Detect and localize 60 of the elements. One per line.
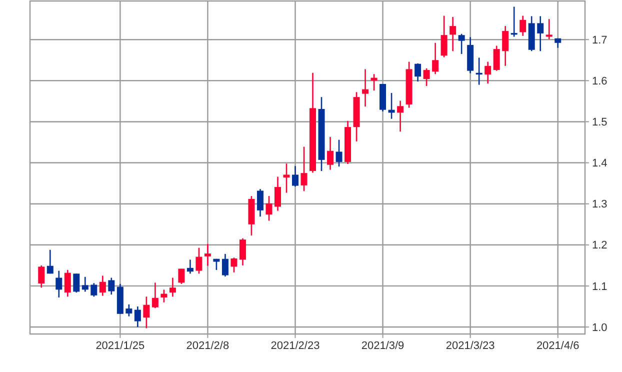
y-tick-label: 1.6 (592, 76, 608, 88)
candlestick (362, 68, 369, 108)
candlestick (414, 62, 422, 82)
candlestick (432, 42, 439, 75)
candlestick (38, 264, 45, 288)
candlestick (230, 256, 238, 274)
candlestick (152, 282, 158, 309)
candlestick (134, 306, 141, 328)
candlestick (73, 272, 80, 294)
candlestick (397, 100, 404, 132)
candlestick (458, 33, 465, 55)
candlestick (160, 289, 168, 304)
candlestick (283, 162, 290, 194)
x-tick-label: 2021/3/9 (361, 340, 404, 352)
candlestick (292, 165, 298, 188)
candlestick (64, 269, 71, 298)
y-tick-label: 1.5 (592, 116, 608, 129)
candlestick (99, 275, 106, 296)
candlestick (484, 61, 492, 84)
x-tick-label: 2021/4/6 (536, 340, 580, 352)
y-tick-label: 1.3 (592, 198, 608, 211)
candlestick (327, 136, 334, 170)
candlestick (274, 176, 281, 212)
y-tick-label: 1.1 (592, 280, 608, 293)
candlestick (222, 253, 228, 278)
x-tick-label: 2021/1/25 (96, 340, 145, 352)
candlestick (56, 270, 62, 298)
candlestick (178, 268, 185, 285)
candlestick (510, 6, 518, 38)
candlestick (493, 45, 500, 72)
candlestick (450, 16, 456, 52)
candlestick (204, 243, 211, 266)
candlestick (537, 16, 544, 52)
candlestick (239, 238, 246, 266)
candlestick (336, 139, 342, 168)
candlestick (46, 249, 54, 274)
y-tick-label: 1.4 (592, 158, 608, 170)
x-tick-label: 2021/2/23 (270, 340, 320, 352)
candlestick (196, 247, 202, 274)
y-tick-label: 1.7 (592, 34, 608, 46)
candlestick (266, 195, 272, 222)
candlestick (520, 15, 526, 37)
candlestick (546, 18, 552, 40)
candlestick (423, 68, 430, 87)
candlestick (108, 277, 115, 296)
candlestick (256, 188, 264, 218)
candlestick (169, 277, 176, 298)
candlestick (476, 57, 482, 86)
y-tick-label: 1.2 (592, 240, 608, 252)
candlestick (143, 296, 150, 329)
candlestick (186, 259, 194, 274)
candlestick (90, 282, 98, 298)
candlestick (440, 15, 448, 58)
candlestick (126, 304, 132, 317)
candlestick (300, 146, 308, 192)
x-tick-label: 2021/2/8 (186, 340, 230, 352)
x-tick-label: 2021/3/23 (446, 340, 495, 352)
candlestick (82, 276, 88, 292)
y-tick-label: 1.0 (592, 322, 608, 334)
candlestick (502, 25, 509, 67)
